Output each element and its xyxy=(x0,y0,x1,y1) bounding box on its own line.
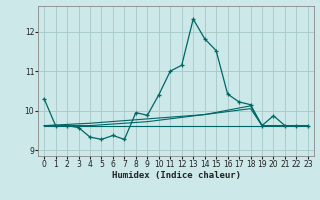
X-axis label: Humidex (Indice chaleur): Humidex (Indice chaleur) xyxy=(111,171,241,180)
